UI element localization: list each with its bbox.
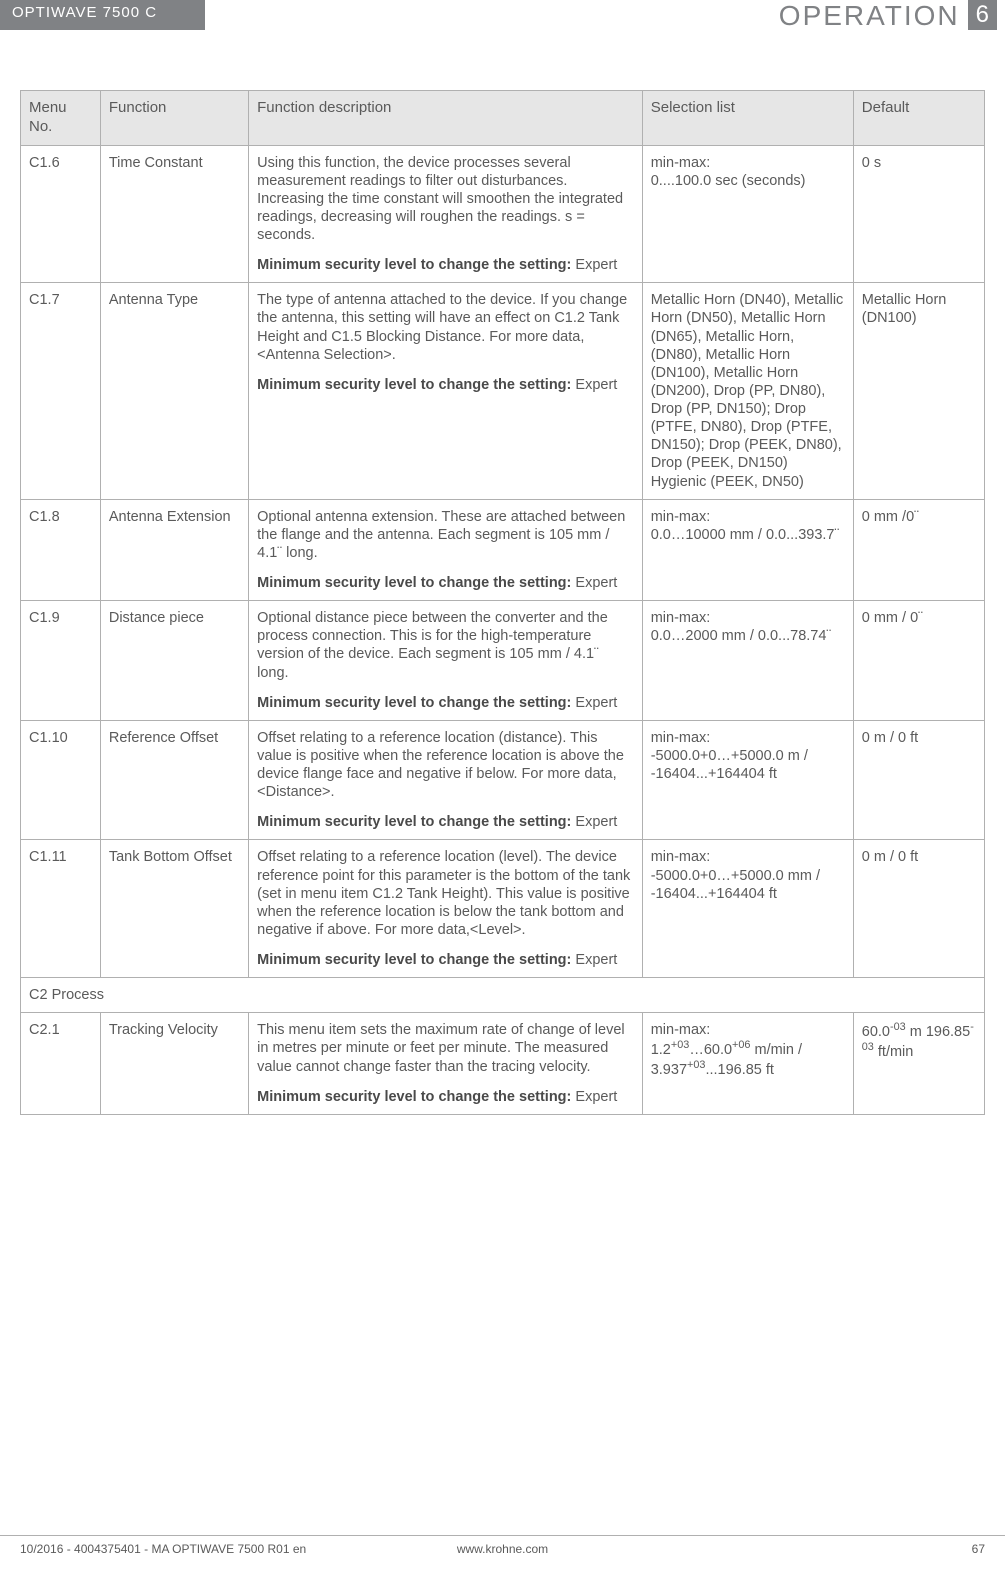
- security-level: Minimum security level to change the set…: [257, 813, 634, 831]
- cell-default: 0 m / 0 ft: [853, 840, 984, 978]
- cell-function: Tank Bottom Offset: [100, 840, 248, 978]
- cell-selection: min-max:0....100.0 sec (seconds): [642, 145, 853, 283]
- header-right: OPERATION 6: [205, 0, 1005, 30]
- col-header-default: Default: [853, 91, 984, 146]
- description-text: Offset relating to a reference location …: [257, 729, 634, 802]
- security-level: Minimum security level to change the set…: [257, 951, 634, 969]
- footer-left: 10/2016 - 4004375401 - MA OPTIWAVE 7500 …: [20, 1542, 306, 1556]
- description-text: Optional distance piece between the conv…: [257, 609, 634, 682]
- cell-menu: C1.9: [21, 601, 101, 721]
- page-footer: 10/2016 - 4004375401 - MA OPTIWAVE 7500 …: [0, 1535, 1005, 1556]
- settings-table: Menu No. Function Function description S…: [20, 90, 985, 1115]
- security-level: Minimum security level to change the set…: [257, 1088, 634, 1106]
- table-row: C1.11Tank Bottom OffsetOffset relating t…: [21, 840, 985, 978]
- cell-function: Antenna Extension: [100, 499, 248, 601]
- description-text: This menu item sets the maximum rate of …: [257, 1021, 634, 1075]
- table-header-row: Menu No. Function Function description S…: [21, 91, 985, 146]
- cell-selection: Metallic Horn (DN40), Metallic Horn (DN5…: [642, 283, 853, 499]
- page-content: Menu No. Function Function description S…: [0, 30, 1005, 1115]
- footer-center: www.krohne.com: [457, 1542, 548, 1556]
- cell-function: Antenna Type: [100, 283, 248, 499]
- cell-selection: min-max:-5000.0+0…+5000.0 mm / -16404...…: [642, 840, 853, 978]
- col-header-selection: Selection list: [642, 91, 853, 146]
- cell-menu: C1.7: [21, 283, 101, 499]
- table-row: C2.1Tracking VelocityThis menu item sets…: [21, 1013, 985, 1115]
- section-title: OPERATION: [779, 0, 960, 32]
- section-label: C2 Process: [21, 978, 985, 1013]
- table-row: C1.10Reference OffsetOffset relating to …: [21, 720, 985, 840]
- security-level: Minimum security level to change the set…: [257, 256, 634, 274]
- cell-default: 0 mm / 0¨: [853, 601, 984, 721]
- security-level: Minimum security level to change the set…: [257, 574, 634, 592]
- table-body: C1.6Time ConstantUsing this function, th…: [21, 145, 985, 1114]
- cell-menu: C1.6: [21, 145, 101, 283]
- cell-menu: C1.8: [21, 499, 101, 601]
- cell-function: Tracking Velocity: [100, 1013, 248, 1115]
- cell-default: 0 m / 0 ft: [853, 720, 984, 840]
- cell-description: Using this function, the device processe…: [249, 145, 643, 283]
- cell-description: This menu item sets the maximum rate of …: [249, 1013, 643, 1115]
- cell-selection: min-max:0.0…10000 mm / 0.0...393.7¨: [642, 499, 853, 601]
- cell-default: 0 mm /0¨: [853, 499, 984, 601]
- security-level: Minimum security level to change the set…: [257, 376, 634, 394]
- cell-menu: C1.11: [21, 840, 101, 978]
- section-row: C2 Process: [21, 978, 985, 1013]
- col-header-menu: Menu No.: [21, 91, 101, 146]
- col-header-function: Function: [100, 91, 248, 146]
- cell-description: Offset relating to a reference location …: [249, 720, 643, 840]
- table-row: C1.7Antenna TypeThe type of antenna atta…: [21, 283, 985, 499]
- cell-description: Offset relating to a reference location …: [249, 840, 643, 978]
- cell-function: Time Constant: [100, 145, 248, 283]
- description-text: Optional antenna extension. These are at…: [257, 508, 634, 562]
- description-text: Offset relating to a reference location …: [257, 848, 634, 939]
- security-level: Minimum security level to change the set…: [257, 694, 634, 712]
- cell-selection: min-max:0.0…2000 mm / 0.0...78.74¨: [642, 601, 853, 721]
- col-header-description: Function description: [249, 91, 643, 146]
- cell-menu: C2.1: [21, 1013, 101, 1115]
- table-row: C1.8Antenna ExtensionOptional antenna ex…: [21, 499, 985, 601]
- description-text: The type of antenna attached to the devi…: [257, 291, 634, 364]
- cell-default: 0 s: [853, 145, 984, 283]
- cell-selection: min-max:-5000.0+0…+5000.0 m / -16404...+…: [642, 720, 853, 840]
- table-row: C1.6Time ConstantUsing this function, th…: [21, 145, 985, 283]
- cell-function: Reference Offset: [100, 720, 248, 840]
- section-number-badge: 6: [968, 0, 997, 30]
- cell-menu: C1.10: [21, 720, 101, 840]
- footer-right: 67: [972, 1542, 985, 1556]
- cell-description: Optional distance piece between the conv…: [249, 601, 643, 721]
- cell-default: Metallic Horn (DN100): [853, 283, 984, 499]
- cell-function: Distance piece: [100, 601, 248, 721]
- cell-default: 60.0-03 m 196.85-03 ft/min: [853, 1013, 984, 1115]
- product-name: OPTIWAVE 7500 C: [0, 0, 205, 30]
- cell-selection: min-max:1.2+03…60.0+06 m/min / 3.937+03.…: [642, 1013, 853, 1115]
- table-row: C1.9Distance pieceOptional distance piec…: [21, 601, 985, 721]
- page-header: OPTIWAVE 7500 C OPERATION 6: [0, 0, 1005, 30]
- cell-description: The type of antenna attached to the devi…: [249, 283, 643, 499]
- cell-description: Optional antenna extension. These are at…: [249, 499, 643, 601]
- description-text: Using this function, the device processe…: [257, 154, 634, 245]
